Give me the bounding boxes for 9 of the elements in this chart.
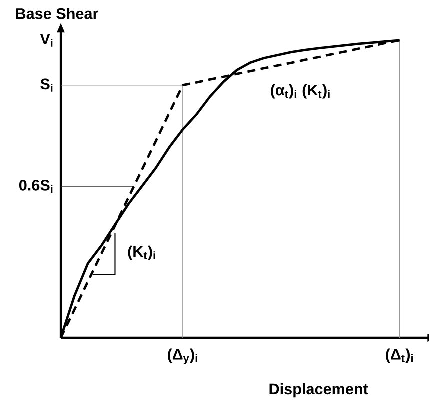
ref-line-label: 0.6S$_{i}$ [19,180,53,194]
text: V$_{i}$ [40,34,53,47]
x-axis-title: Displacement [270,383,368,398]
x-tick-label: (Δ$_{t}$)$_{i}$ [386,348,413,363]
ref-line-label: S$_{i}$ [40,78,53,92]
annotation: (K$_{t}$)$_{i}$ [128,246,156,260]
annotation: (α$_{t}$)$_{i}$ (K$_{t}$)$_{i}$ [271,84,330,99]
x-tick-label: (Δ$_{y}$)$_{i}$ [168,348,198,364]
y-axis-title: Base Shear [16,8,99,20]
